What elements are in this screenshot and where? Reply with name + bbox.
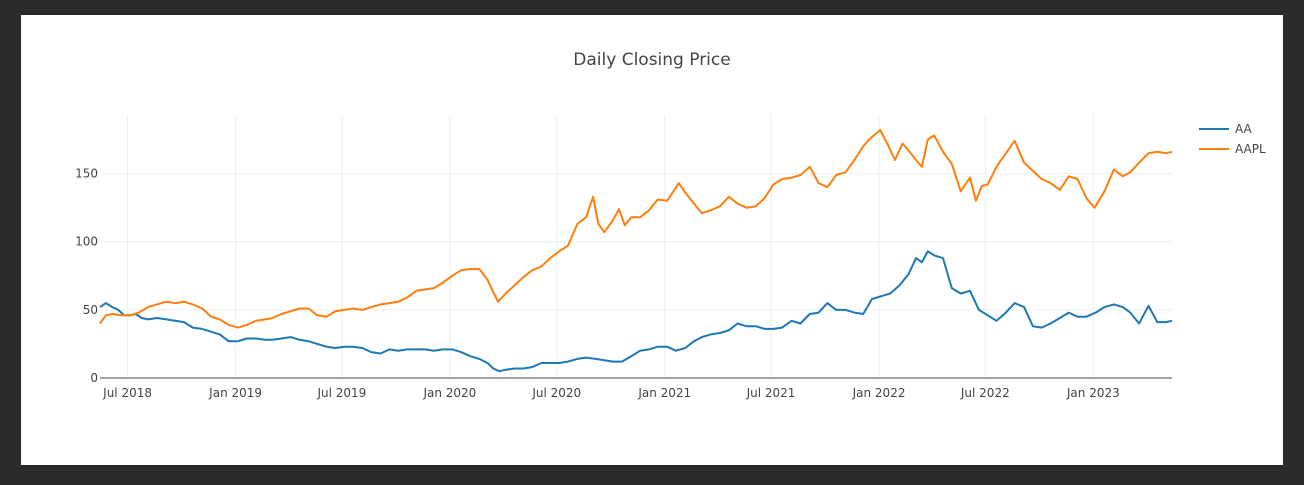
series-lines [99,129,1173,373]
y-tick-label: 50 [83,303,98,317]
legend-label-aapl[interactable]: AAPL [1235,142,1266,156]
x-tick-label: Jan 2021 [637,386,691,400]
line-chart: Daily Closing Price Jul 2018 Jan 2019 Jul … [75,50,1266,400]
series-line-aapl [99,129,1173,329]
legend-label-aa[interactable]: AA [1235,122,1253,136]
x-tick-label: Jul 2020 [531,386,581,400]
chart-title: Daily Closing Price [573,50,730,70]
y-tick-label: 150 [75,167,98,181]
chart-panel: Daily Closing Price Jul 2018 Jan 2019 Jul … [21,15,1283,465]
x-tick-label: Jul 2018 [102,386,152,400]
x-tick-label: Jul 2022 [960,386,1010,400]
x-tick-label: Jul 2019 [316,386,366,400]
x-tick-label: Jan 2023 [1066,386,1120,400]
x-tick-label: Jul 2021 [746,386,796,400]
axes: Jul 2018 Jan 2019 Jul 2019 Jan 2020 Jul 2020… [75,167,1172,400]
y-tick-label: 100 [75,235,98,249]
x-tick-label: Jan 2019 [208,386,262,400]
x-tick-label: Jan 2020 [422,386,476,400]
x-tick-label: Jan 2022 [852,386,906,400]
y-tick-label: 0 [90,371,98,385]
series-line-aa [99,250,1173,373]
legend: AA AAPL [1199,122,1266,156]
